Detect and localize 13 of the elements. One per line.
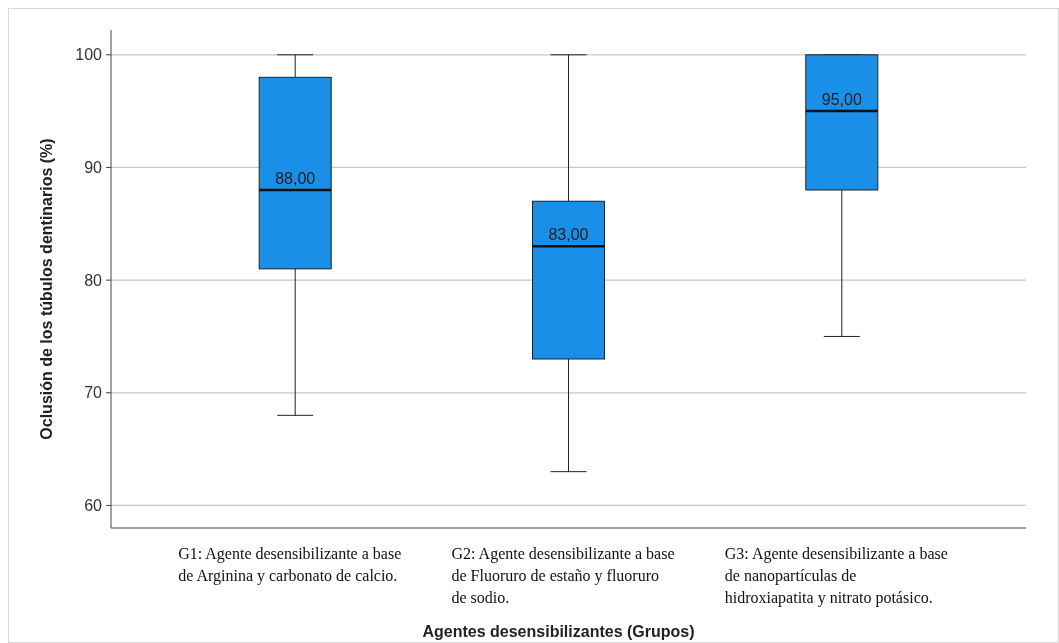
- x-tick-label: G2: Agente desensibilizante a base de Fluoruro de estaño y fluoruro de sodio.: [451, 545, 675, 606]
- annotation: 95,00: [821, 91, 862, 109]
- y-axis-title: Oclusión de los túbulos dentinarios (%): [38, 138, 55, 440]
- annotation: 88,00: [275, 169, 316, 187]
- y-tick-label: 80: [84, 271, 103, 289]
- x-axis-title: Agentes desensibilizantes (Grupos): [422, 623, 695, 640]
- y-tick-label: 70: [84, 384, 103, 402]
- y-tick-label: 90: [84, 159, 103, 177]
- y-tick-label: 60: [84, 497, 103, 515]
- annotation: 83,00: [548, 226, 589, 244]
- x-tick-label: G1: Agente desensibilizante a base de Arginina y carbonato de calcio.: [178, 545, 402, 585]
- x-tick-label: G3: Agente desensibilizante a base de nanopartículas de hidroxiapatita y nitrato potásico.: [724, 545, 948, 607]
- y-tick-label: 100: [75, 46, 103, 64]
